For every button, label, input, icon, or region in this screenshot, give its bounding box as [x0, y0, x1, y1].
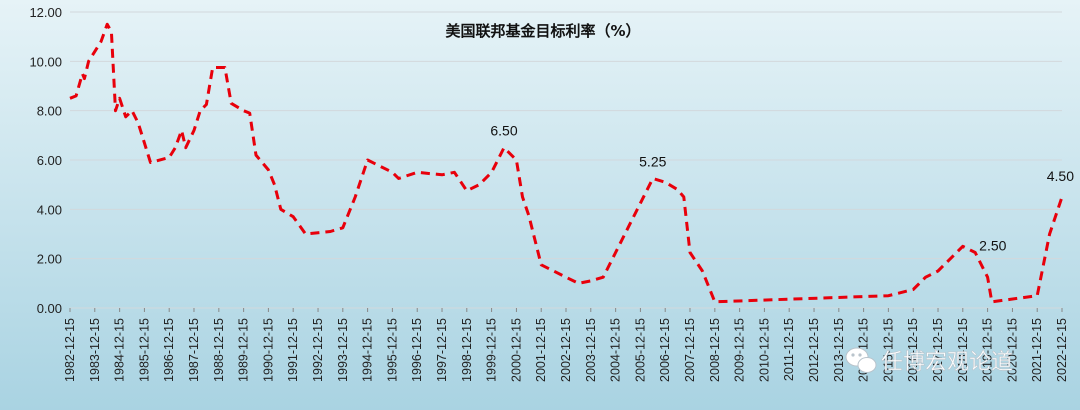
x-tick-label: 1989-12-15 [237, 318, 251, 382]
x-tick-label: 2005-12-15 [633, 318, 647, 382]
y-tick-label: 2.00 [37, 252, 62, 267]
x-tick-label: 1986-12-15 [162, 318, 176, 382]
gridlines [70, 11, 1062, 309]
wechat-icon [845, 347, 877, 373]
series-line [69, 22, 1064, 304]
y-tick-label: 12.00 [29, 5, 62, 20]
chart-title: 美国联邦基金目标利率（%） [445, 22, 640, 40]
x-tick-label: 1990-12-15 [261, 318, 275, 382]
x-tick-label: 1993-12-15 [336, 318, 350, 382]
x-tick-label: 1984-12-15 [113, 318, 127, 382]
x-tick-label: 1991-12-15 [286, 318, 300, 382]
x-tick-label: 2015-12-15 [881, 318, 895, 382]
x-tick-label: 2022-12-15 [1055, 318, 1069, 382]
watermark-text: 任博宏观论道 [881, 350, 1013, 375]
y-tick-label: 0.00 [37, 301, 62, 316]
x-tick-label: 2010-12-15 [757, 318, 771, 382]
x-tick-label: 2011-12-15 [782, 318, 796, 381]
x-tick-label: 1988-12-15 [212, 318, 226, 382]
x-tick-label: 2017-12-15 [931, 318, 945, 382]
x-tick-label: 1997-12-15 [435, 318, 449, 382]
x-tick-label: 1983-12-15 [88, 318, 102, 382]
y-tick-label: 10.00 [29, 54, 62, 69]
x-tick-label: 2007-12-15 [683, 318, 697, 382]
x-tick-label: 2003-12-15 [584, 318, 598, 382]
x-tick-label: 2000-12-15 [509, 318, 523, 382]
x-tick-label: 2013-12-15 [832, 318, 846, 382]
x-tick-label: 1999-12-15 [485, 318, 499, 382]
x-tick-label: 2016-12-15 [906, 318, 920, 382]
data-label: 6.50 [490, 123, 517, 139]
x-tick-label: 2004-12-15 [609, 318, 623, 382]
data-label: 2.50 [979, 237, 1006, 253]
series-layer [69, 22, 1064, 304]
x-tick-label: 2006-12-15 [658, 318, 672, 382]
data-label: 4.50 [1047, 168, 1074, 184]
x-tick-label: 1996-12-15 [410, 318, 424, 382]
x-tick-label: 1987-12-15 [187, 318, 201, 382]
x-tick-label: 1995-12-15 [385, 318, 399, 382]
x-tick-label: 2009-12-15 [733, 318, 747, 382]
x-tick-label: 1992-12-15 [311, 318, 325, 382]
data-label: 5.25 [639, 154, 666, 170]
y-tick-label: 4.00 [37, 202, 62, 217]
x-tick-label: 1998-12-15 [460, 318, 474, 382]
x-tick-label: 2012-12-15 [807, 318, 821, 382]
x-tick-label: 2019-12-15 [981, 318, 995, 382]
y-tick-label: 8.00 [37, 104, 62, 119]
x-tick-label: 1982-12-15 [63, 318, 77, 382]
x-tick-label: 1985-12-15 [137, 318, 151, 382]
watermark: 任博宏观论道 [845, 347, 1013, 375]
x-tick-label: 2002-12-15 [559, 318, 573, 382]
data-labels: 6.50 5.25 2.50 4.50 [490, 123, 1074, 254]
x-tick-label: 2021-12-15 [1030, 318, 1044, 382]
x-tick-label: 2020-12-15 [1005, 318, 1019, 382]
x-tick-label: 2018-12-15 [956, 318, 970, 382]
x-axis-ticks: 1982-12-15 1983-12-15 1984-12-15 1985-12-15… [63, 308, 1069, 382]
y-axis-ticks: 0.00 2.00 4.00 6.00 8.00 10.00 12.00 [29, 5, 62, 316]
x-tick-label: 2008-12-15 [708, 318, 722, 382]
x-tick-label: 2001-12-15 [534, 318, 548, 382]
x-tick-label: 1994-12-15 [361, 318, 375, 382]
y-tick-label: 6.00 [37, 153, 62, 168]
